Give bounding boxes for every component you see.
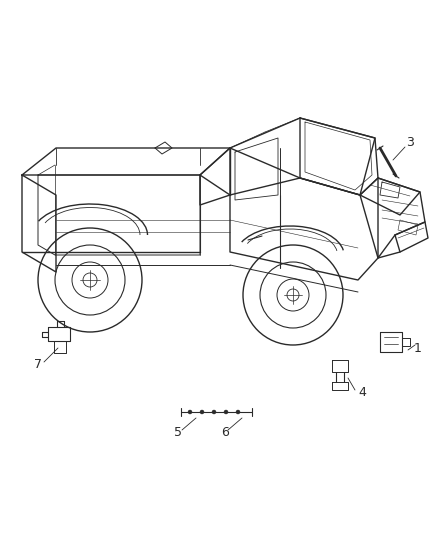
Text: 6: 6 <box>221 426 229 440</box>
Circle shape <box>236 410 240 414</box>
Text: 4: 4 <box>358 386 366 400</box>
Circle shape <box>200 410 204 414</box>
Text: 5: 5 <box>174 426 182 440</box>
Circle shape <box>224 410 228 414</box>
Text: 7: 7 <box>34 359 42 372</box>
Text: 1: 1 <box>414 342 422 354</box>
Circle shape <box>188 410 192 414</box>
Circle shape <box>212 410 216 414</box>
Text: 3: 3 <box>406 136 414 149</box>
